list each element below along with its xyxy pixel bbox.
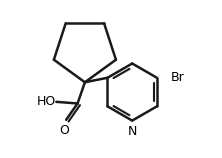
Text: N: N	[127, 125, 137, 138]
Text: Br: Br	[171, 71, 184, 84]
Text: O: O	[59, 124, 69, 137]
Text: HO: HO	[36, 95, 56, 108]
